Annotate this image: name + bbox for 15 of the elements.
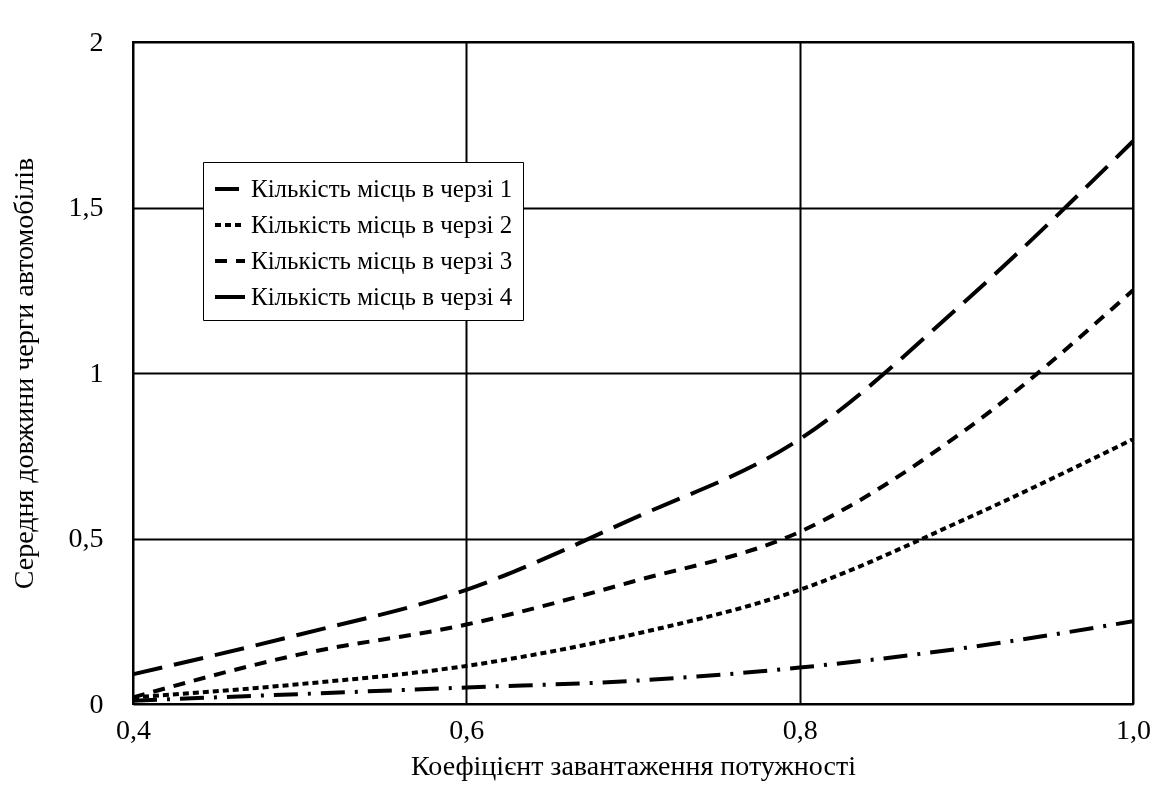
x-axis-title: Коефіцієнт завантаження потужності <box>411 749 857 781</box>
y-tick-label: 0,5 <box>68 522 104 553</box>
x-tick-label: 0,4 <box>116 713 151 745</box>
y-tick-label: 0 <box>89 687 104 719</box>
legend-label: Кількість місць в черзі 4 <box>251 283 513 310</box>
legend-label: Кількість місць в черзі 1 <box>251 175 513 202</box>
legend-label: Кількість місць в черзі 2 <box>251 211 513 238</box>
x-tick-label: 0,6 <box>449 713 485 745</box>
y-tick-label: 1,5 <box>68 191 104 222</box>
y-axis-title: Середня довжини черги автомобілів <box>7 157 39 590</box>
legend-label: Кількість місць в черзі 3 <box>251 247 513 274</box>
x-tick-label: 0,8 <box>782 713 818 745</box>
y-tick-label: 1 <box>89 356 104 388</box>
y-tick-label: 2 <box>89 25 104 57</box>
x-tick-label: 1,0 <box>1116 713 1151 745</box>
